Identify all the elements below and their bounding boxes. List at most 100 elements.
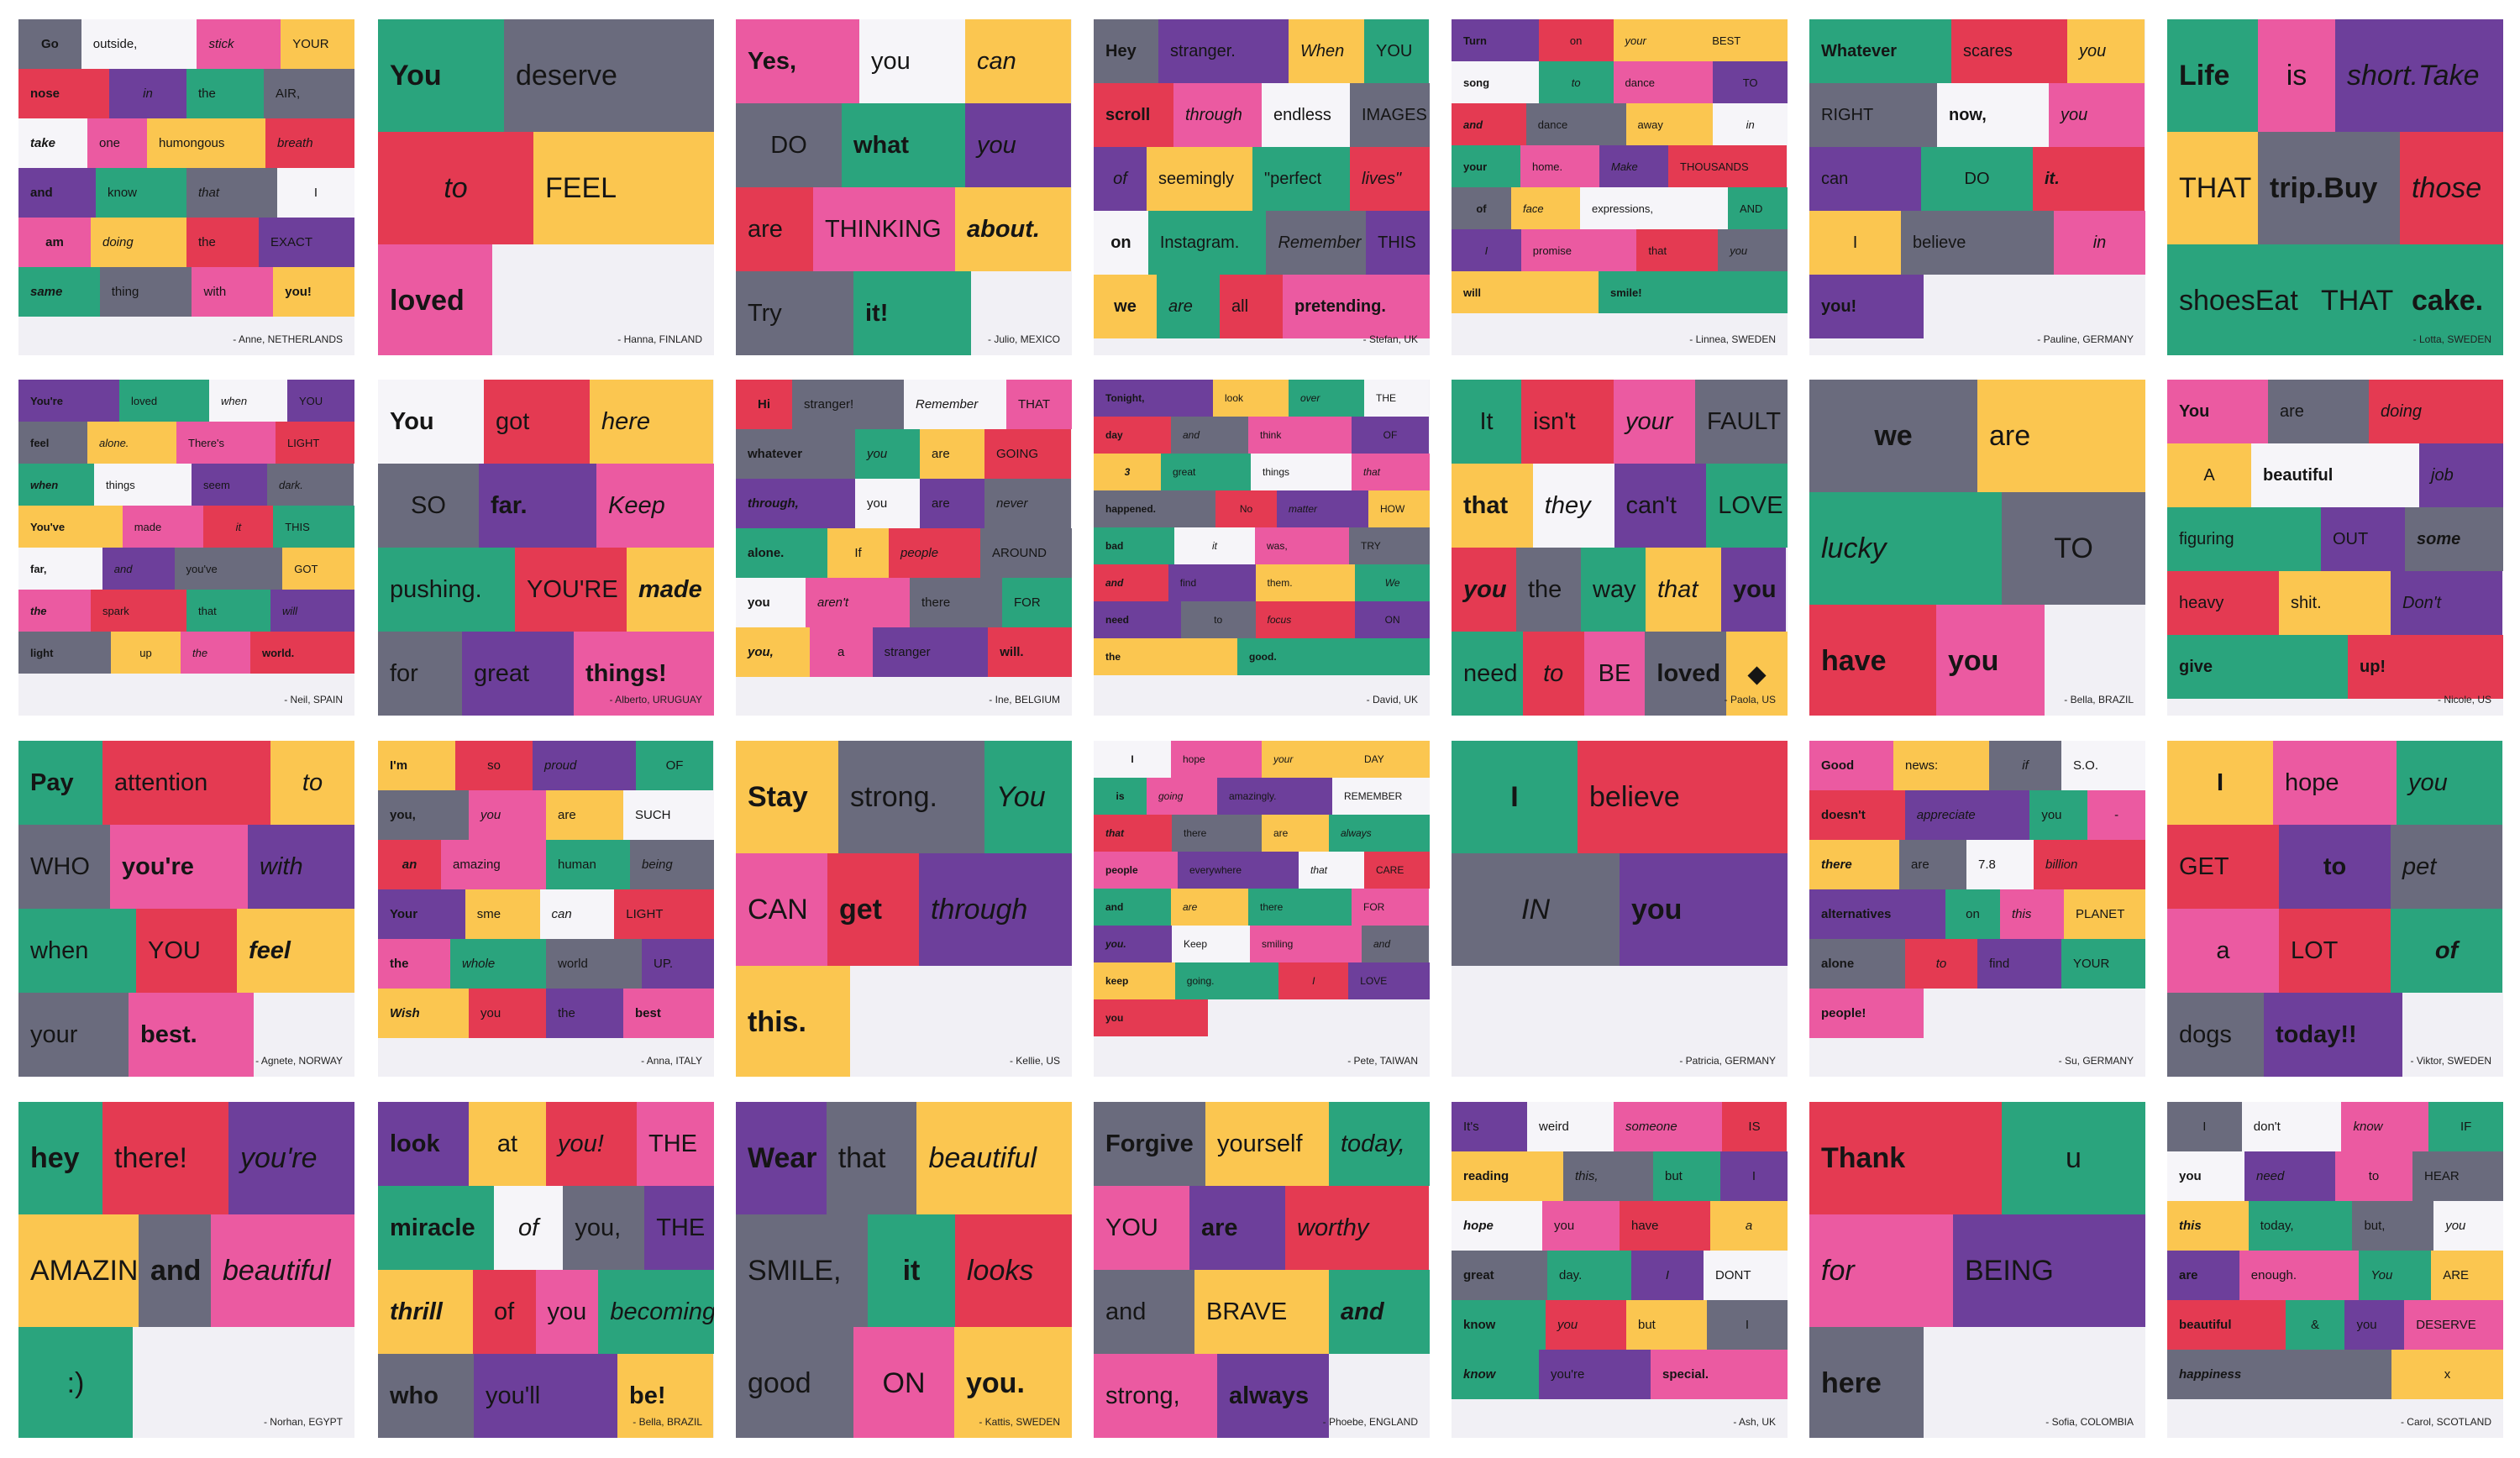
word-tile: YOU'RE	[515, 548, 627, 632]
word-row: am doing the EXACT	[18, 218, 354, 267]
card-rows: Tonight, look over THE day and think OF 3 great th…	[1094, 380, 1430, 675]
word-row: RIGHT now, you	[1809, 83, 2145, 147]
word-tile: that	[826, 1102, 917, 1214]
message-card: Hey stranger. When YOU scroll through endless I…	[1094, 19, 1430, 355]
author-signature: - Alberto, URUGUAY	[609, 694, 702, 705]
word-tile: OF	[636, 741, 713, 790]
word-row: reading this, but I	[1452, 1151, 1788, 1201]
word-tile: that	[1646, 548, 1721, 632]
word-tile: believe	[1578, 741, 1788, 853]
word-tile: Your	[378, 889, 465, 939]
word-tile: THAT	[2167, 132, 2258, 244]
card-rows: Life is short.Take THAT trip.Buy those shoesEa…	[2167, 19, 2503, 355]
word-tile: beautiful	[2167, 1300, 2286, 1350]
word-row: keep going. I LOVE	[1094, 962, 1430, 999]
word-tile: hope	[1171, 741, 1262, 778]
word-row: Pay attention to	[18, 741, 354, 825]
word-tile: way	[1581, 548, 1646, 632]
word-tile: face	[1511, 187, 1580, 229]
word-tile: to	[1180, 601, 1256, 638]
word-row: SO far. Keep	[378, 464, 714, 548]
word-tile: thrill	[378, 1270, 473, 1354]
word-tile: one	[87, 118, 147, 168]
word-row: hope you have a	[1452, 1201, 1788, 1251]
word-tile: for	[378, 632, 462, 716]
word-row: Turn on your BEST	[1452, 19, 1788, 61]
word-tile: news:	[1893, 741, 1989, 790]
word-tile: the	[378, 939, 450, 989]
word-tile: great	[1161, 454, 1251, 490]
card-rows: I'm so proud OF you, you are SUCH an amazing human…	[378, 741, 714, 1038]
word-row: SMILE, it looks	[736, 1214, 1072, 1327]
message-card: You deserve to FEEL loved - Hanna, FINLAND	[378, 19, 714, 355]
card-rows: Stay strong. You CAN get through this.	[736, 741, 1072, 1077]
word-tile: THIS	[273, 506, 354, 548]
word-row: Forgive yourself today,	[1094, 1102, 1430, 1186]
word-tile: x	[2391, 1350, 2503, 1399]
word-tile: when	[18, 464, 94, 506]
word-tile: Keep	[1172, 926, 1250, 962]
word-tile: ON	[1355, 601, 1430, 638]
word-tile: we	[1094, 275, 1157, 338]
word-tile: have	[1809, 605, 1936, 716]
card-rows: we are lucky TO have you	[1809, 380, 2145, 716]
word-row: and know that I	[18, 168, 354, 218]
word-row: You are doing	[2167, 380, 2503, 443]
word-row: there are 7.8 billion	[1809, 840, 2145, 889]
word-tile: you'll	[474, 1354, 617, 1438]
word-tile: FOR	[1352, 889, 1429, 926]
word-tile: and	[139, 1214, 211, 1327]
message-card: look at you! THE miracle of you, THE thrill of you…	[378, 1102, 714, 1438]
word-row: you need to HEAR	[2167, 1151, 2503, 1201]
word-row: Whatever scares you	[1809, 19, 2145, 83]
card-rows: Hi stranger! Remember THAT whatever you are GOI…	[736, 380, 1072, 677]
word-tile: are	[1189, 1186, 1285, 1270]
word-row: you. Keep smiling and	[1094, 926, 1430, 962]
word-tile: and	[1452, 103, 1526, 145]
word-tile: those	[2400, 132, 2503, 244]
word-tile: No	[1215, 490, 1277, 527]
word-tile: You	[984, 741, 1072, 853]
card-rows: You got here SO far. Keep pushing. YOU'RE made fo…	[378, 380, 714, 716]
word-row: the good.	[1094, 638, 1430, 675]
word-row: light up the world.	[18, 632, 354, 674]
word-row: :)	[18, 1327, 354, 1438]
word-tile: today,	[1329, 1102, 1430, 1186]
word-tile: away	[1625, 103, 1714, 145]
word-tile: all	[1220, 275, 1283, 338]
author-signature: - Neil, SPAIN	[284, 694, 343, 705]
word-tile: It's	[1452, 1102, 1527, 1151]
word-tile: OUT	[2321, 507, 2405, 571]
word-tile: that	[1352, 454, 1430, 490]
word-tile: and	[1094, 1270, 1194, 1354]
word-tile: Life	[2167, 19, 2258, 132]
word-tile: to	[1522, 632, 1584, 716]
word-tile: Remember	[1266, 211, 1367, 275]
word-tile: amazing	[441, 840, 546, 889]
word-tile: THE	[644, 1186, 714, 1270]
word-row: need to focus ON	[1094, 601, 1430, 638]
word-tile: dance	[1613, 61, 1714, 103]
word-tile: to	[2335, 1151, 2412, 1201]
word-tile: pushing.	[378, 548, 515, 632]
word-tile: I	[1452, 741, 1578, 853]
word-tile: attention	[102, 741, 270, 825]
author-signature: - Bella, BRAZIL	[2064, 694, 2134, 705]
word-tile: loved	[1645, 632, 1727, 716]
word-tile: are	[920, 429, 984, 479]
word-tile: strong.	[838, 741, 984, 853]
word-tile: loved	[119, 380, 209, 422]
word-row: this.	[736, 966, 1072, 1077]
word-tile: same	[18, 267, 100, 317]
word-tile: SUCH	[623, 790, 714, 840]
word-row: Yes, you can	[736, 19, 1072, 103]
word-tile: thing	[99, 267, 192, 317]
word-tile: need	[2244, 1151, 2335, 1201]
word-tile: I	[2167, 1102, 2242, 1151]
word-row: people!	[1809, 989, 2145, 1038]
word-tile: can't	[1614, 464, 1707, 548]
word-tile: what	[842, 103, 965, 187]
word-tile: you!	[1809, 275, 1924, 338]
word-row: heavy shit. Don't	[2167, 571, 2503, 635]
